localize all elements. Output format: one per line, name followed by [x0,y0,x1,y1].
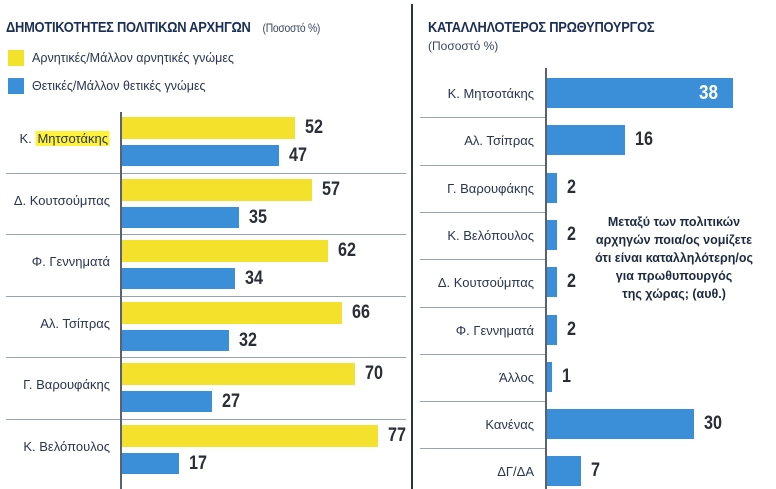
left-bar-negative [122,363,356,385]
right-bar [547,267,557,298]
right-category-label: Γ. Βαρουφάκης [447,180,534,196]
left-bar-positive [122,206,239,228]
right-bar [547,409,694,440]
question-note-line-4: για πρωθυπουργός [615,269,733,283]
right-value: 2 [566,318,576,340]
question-note-line-3: ότι είναι καταλληλότερη/ος [594,251,754,265]
left-row-separator [6,357,406,358]
left-axis-line [120,112,122,489]
left-row-separator [6,418,406,420]
right-bar [547,456,582,487]
right-row-separator [420,448,545,450]
left-chart-title: ΔΗΜΟΤΙΚΟΤΗΤΕΣ ΠΟΛΙΤΙΚΩΝ ΑΡΧΗΓΩΝ (Ποσοστό… [6,19,320,36]
left-category-label: Κ. Βελόπουλος [23,438,110,454]
left-bar-positive [122,329,229,351]
left-bar-positive [122,268,236,289]
left-value-negative: 77 [388,424,407,446]
right-row-separator [420,401,545,403]
right-value: 2 [566,223,576,245]
legend-positive-swatch [8,78,24,94]
right-value: 7 [591,460,601,482]
left-row-separator [6,172,406,174]
left-value-negative: 70 [365,363,384,384]
right-axis-line [545,68,547,489]
right-category-label: ΔΓ/ΔΑ [497,464,534,480]
left-category-label-highlight: Μητσοτάκης [35,131,110,146]
right-bar [547,219,557,250]
left-bar-negative [122,301,342,324]
panel-divider [411,4,413,489]
question-note-line-1: Μεταξύ των πολιτικών [607,215,741,229]
right-row-separator [420,306,545,308]
left-bar-negative [122,424,379,447]
left-value-positive: 17 [188,452,207,474]
right-row-separator [420,353,545,355]
right-category-label: Κ. Μητσοτάκης [447,86,534,101]
right-row-separator [420,211,545,213]
question-note-line-5: της χώρας; (αυθ.) [622,287,726,301]
left-value-negative: 52 [305,117,324,138]
left-value-negative: 66 [351,301,370,323]
right-bar [547,172,557,203]
right-bar [547,78,734,108]
right-value: 16 [635,129,654,151]
right-bar [547,361,552,392]
right-category-label: Αλ. Τσίπρας [464,133,534,149]
left-chart-subtitle: (Ποσοστό %) [262,21,321,35]
left-category-label: Αλ. Τσίπρας [40,315,110,331]
left-value-positive: 47 [288,145,307,166]
right-category-label: Φ. Γεννηματά [455,322,534,338]
left-value-positive: 32 [238,329,257,351]
left-value-positive: 34 [245,268,264,289]
left-category-label: Κ. Μητσοτάκης [20,131,110,146]
right-category-label: Άλλος [499,369,534,385]
left-chart-title-text: ΔΗΜΟΤΙΚΟΤΗΤΕΣ ΠΟΛΙΤΙΚΩΝ ΑΡΧΗΓΩΝ [6,19,251,36]
right-bar [547,314,557,345]
left-bar-negative [122,178,312,201]
right-bar [547,125,626,156]
question-note-line-2: αρχηγών ποια/ος νομίζετε [595,233,753,247]
left-bar-positive [122,145,279,166]
right-chart-subtitle: (Ποσοστό %) [428,39,499,53]
left-row-separator [6,295,406,297]
left-bar-positive [122,391,212,412]
right-value: 30 [704,413,722,435]
left-value-negative: 57 [321,178,340,200]
legend-negative: Αρνητικές/Μάλλον αρνητικές γνώμες [8,50,234,66]
legend-negative-label: Αρνητικές/Μάλλον αρνητικές γνώμες [32,51,234,65]
right-value: 1 [562,365,571,387]
left-value-positive: 27 [221,391,240,412]
legend-positive: Θετικές/Μάλλον θετικές γνώμες [8,78,206,94]
right-row-separator [420,259,545,261]
question-note: Μεταξύ των πολιτικών αρχηγών ποια/ος νομ… [592,213,756,303]
left-category-label: Φ. Γεννηματά [31,254,110,269]
left-category-label-prefix: Κ. [19,131,36,146]
right-category-label: Δ. Κουτσούμπας [437,275,534,291]
left-row-separator [6,234,406,235]
right-value: 2 [566,176,576,198]
legend-positive-label: Θετικές/Μάλλον θετικές γνώμες [32,79,206,93]
left-bar-negative [122,117,296,139]
right-row-separator [420,164,545,166]
right-chart-title: ΚΑΤΑΛΛΗΛΟΤΕΡΟΣ ΠΡΩΘΥΠΟΥΡΓΟΣ [428,19,655,36]
left-category-label: Γ. Βαρουφάκης [23,377,110,392]
right-value: 2 [566,271,576,293]
left-value-positive: 35 [248,206,267,228]
right-row-separator [420,117,545,119]
left-bar-positive [122,452,179,474]
legend-negative-swatch [8,50,24,66]
right-value: 38 [699,82,719,104]
left-value-negative: 62 [338,240,357,261]
left-category-label: Δ. Κουτσούμπας [13,192,110,208]
right-category-label: Κ. Βελόπουλος [447,227,534,243]
right-category-label: Κανένας [485,417,534,433]
left-bar-negative [122,240,329,262]
